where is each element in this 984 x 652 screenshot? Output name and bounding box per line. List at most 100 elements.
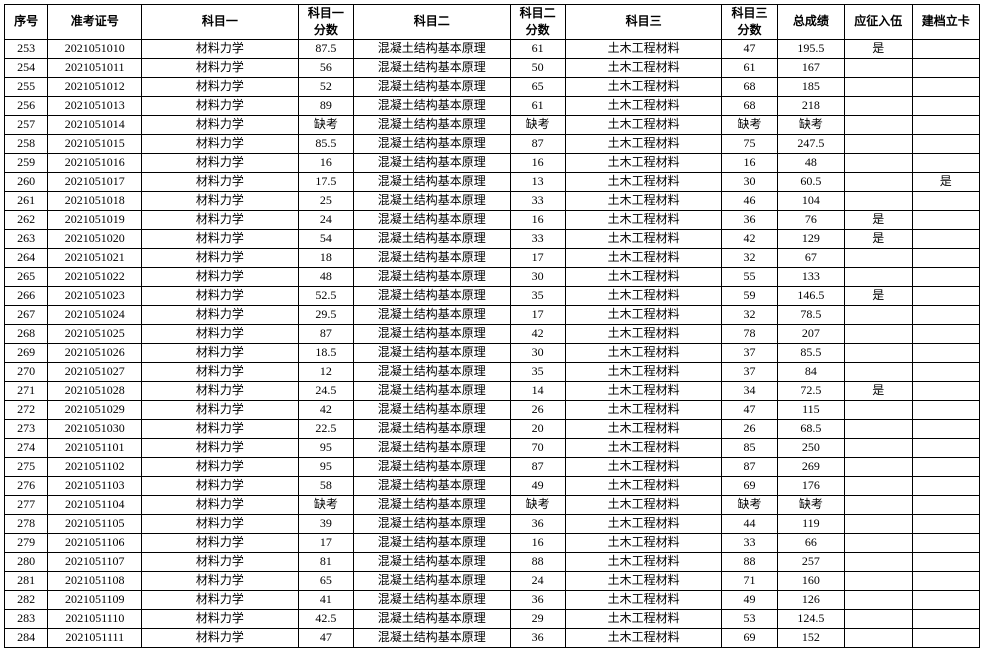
cell-enlist — [845, 457, 912, 476]
cell-subject2: 混凝土结构基本原理 — [354, 514, 510, 533]
cell-exam_id: 2021051018 — [48, 191, 142, 210]
cell-score2: 33 — [510, 191, 565, 210]
cell-subject2: 混凝土结构基本原理 — [354, 77, 510, 96]
cell-score2: 16 — [510, 533, 565, 552]
cell-onfile — [912, 39, 980, 58]
cell-subject2: 混凝土结构基本原理 — [354, 153, 510, 172]
cell-onfile — [912, 96, 980, 115]
table-row: 2632021051020材料力学54混凝土结构基本原理33土木工程材料4212… — [5, 229, 980, 248]
cell-subject1: 材料力学 — [142, 628, 298, 647]
table-row: 2792021051106材料力学17混凝土结构基本原理16土木工程材料3366 — [5, 533, 980, 552]
cell-score2: 35 — [510, 286, 565, 305]
cell-subject1: 材料力学 — [142, 438, 298, 457]
cell-score2: 17 — [510, 305, 565, 324]
cell-seq: 267 — [5, 305, 48, 324]
cell-score3: 26 — [722, 419, 777, 438]
cell-subject2: 混凝土结构基本原理 — [354, 58, 510, 77]
cell-subject2: 混凝土结构基本原理 — [354, 419, 510, 438]
cell-seq: 261 — [5, 191, 48, 210]
cell-total: 185 — [777, 77, 844, 96]
cell-subject3: 土木工程材料 — [565, 552, 721, 571]
cell-score1: 65 — [298, 571, 353, 590]
cell-score1: 56 — [298, 58, 353, 77]
cell-score2: 36 — [510, 590, 565, 609]
cell-seq: 264 — [5, 248, 48, 267]
cell-subject3: 土木工程材料 — [565, 39, 721, 58]
table-row: 2752021051102材料力学95混凝土结构基本原理87土木工程材料8726… — [5, 457, 980, 476]
cell-score3: 69 — [722, 476, 777, 495]
cell-exam_id: 2021051014 — [48, 115, 142, 134]
cell-score2: 29 — [510, 609, 565, 628]
cell-subject1: 材料力学 — [142, 476, 298, 495]
cell-seq: 277 — [5, 495, 48, 514]
score-table: 序号准考证号科目一科目一分数科目二科目二分数科目三科目三分数总成绩应征入伍建档立… — [4, 4, 980, 648]
cell-score1: 17 — [298, 533, 353, 552]
cell-subject1: 材料力学 — [142, 571, 298, 590]
cell-subject3: 土木工程材料 — [565, 438, 721, 457]
cell-total: 72.5 — [777, 381, 844, 400]
cell-score3: 37 — [722, 343, 777, 362]
table-row: 2612021051018材料力学25混凝土结构基本原理33土木工程材料4610… — [5, 191, 980, 210]
cell-seq: 266 — [5, 286, 48, 305]
cell-onfile — [912, 324, 980, 343]
cell-total: 48 — [777, 153, 844, 172]
cell-enlist — [845, 248, 912, 267]
cell-subject3: 土木工程材料 — [565, 191, 721, 210]
cell-onfile — [912, 362, 980, 381]
cell-score1: 87.5 — [298, 39, 353, 58]
cell-onfile — [912, 476, 980, 495]
cell-total: 76 — [777, 210, 844, 229]
cell-score1: 42.5 — [298, 609, 353, 628]
cell-exam_id: 2021051023 — [48, 286, 142, 305]
cell-subject3: 土木工程材料 — [565, 96, 721, 115]
cell-onfile — [912, 590, 980, 609]
cell-subject2: 混凝土结构基本原理 — [354, 343, 510, 362]
cell-enlist — [845, 628, 912, 647]
cell-score1: 52.5 — [298, 286, 353, 305]
cell-total: 78.5 — [777, 305, 844, 324]
cell-score3: 85 — [722, 438, 777, 457]
cell-exam_id: 2021051104 — [48, 495, 142, 514]
cell-enlist — [845, 267, 912, 286]
cell-score2: 36 — [510, 628, 565, 647]
table-row: 2582021051015材料力学85.5混凝土结构基本原理87土木工程材料75… — [5, 134, 980, 153]
cell-enlist — [845, 571, 912, 590]
cell-seq: 265 — [5, 267, 48, 286]
cell-score1: 85.5 — [298, 134, 353, 153]
cell-score2: 16 — [510, 153, 565, 172]
cell-exam_id: 2021051109 — [48, 590, 142, 609]
cell-enlist: 是 — [845, 286, 912, 305]
cell-enlist — [845, 96, 912, 115]
cell-enlist — [845, 324, 912, 343]
cell-score1: 58 — [298, 476, 353, 495]
cell-subject1: 材料力学 — [142, 495, 298, 514]
cell-subject1: 材料力学 — [142, 191, 298, 210]
cell-seq: 262 — [5, 210, 48, 229]
cell-seq: 272 — [5, 400, 48, 419]
cell-score2: 20 — [510, 419, 565, 438]
cell-total: 126 — [777, 590, 844, 609]
cell-score2: 88 — [510, 552, 565, 571]
column-header-score1: 科目一分数 — [298, 5, 353, 40]
cell-enlist — [845, 400, 912, 419]
cell-subject3: 土木工程材料 — [565, 134, 721, 153]
cell-enlist — [845, 58, 912, 77]
table-row: 2712021051028材料力学24.5混凝土结构基本原理14土木工程材料34… — [5, 381, 980, 400]
cell-subject2: 混凝土结构基本原理 — [354, 495, 510, 514]
cell-subject1: 材料力学 — [142, 419, 298, 438]
cell-subject3: 土木工程材料 — [565, 324, 721, 343]
cell-seq: 263 — [5, 229, 48, 248]
cell-score2: 16 — [510, 210, 565, 229]
cell-score2: 13 — [510, 172, 565, 191]
cell-seq: 260 — [5, 172, 48, 191]
cell-subject1: 材料力学 — [142, 267, 298, 286]
cell-score1: 54 — [298, 229, 353, 248]
cell-onfile — [912, 153, 980, 172]
cell-total: 124.5 — [777, 609, 844, 628]
cell-seq: 275 — [5, 457, 48, 476]
cell-score3: 32 — [722, 248, 777, 267]
cell-score3: 55 — [722, 267, 777, 286]
cell-subject2: 混凝土结构基本原理 — [354, 362, 510, 381]
cell-score3: 缺考 — [722, 495, 777, 514]
cell-subject3: 土木工程材料 — [565, 115, 721, 134]
